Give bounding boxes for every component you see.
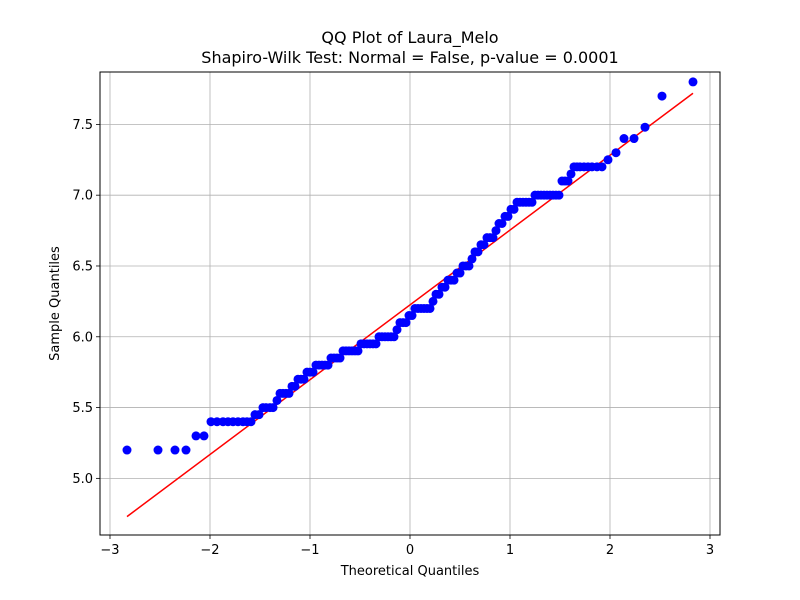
- y-tick-label: 6.0: [72, 330, 93, 345]
- x-tick-label: 2: [606, 543, 614, 558]
- x-axis-label: Theoretical Quantiles: [340, 564, 480, 579]
- data-point: [479, 240, 489, 250]
- data-point: [308, 367, 318, 377]
- data-point: [335, 353, 345, 363]
- data-point: [629, 134, 639, 144]
- data-point: [407, 311, 417, 321]
- data-point: [389, 332, 399, 342]
- data-point: [425, 303, 435, 313]
- y-axis-label: Sample Quantiles: [48, 246, 63, 361]
- data-point: [597, 162, 607, 172]
- data-point: [464, 261, 474, 271]
- data-point: [299, 374, 309, 384]
- x-tick-label: 3: [706, 543, 714, 558]
- data-point: [603, 155, 613, 165]
- y-tick-label: 5.5: [72, 401, 93, 416]
- x-tick-label: 1: [506, 543, 514, 558]
- data-point: [619, 134, 629, 144]
- data-point: [170, 445, 180, 455]
- data-point: [563, 176, 573, 186]
- data-point: [371, 339, 381, 349]
- x-tick-label: −2: [200, 543, 219, 558]
- grid-lines: [100, 72, 720, 535]
- data-point: [284, 388, 294, 398]
- data-points: [122, 77, 698, 455]
- data-point: [153, 445, 163, 455]
- data-point: [467, 254, 477, 264]
- y-tick-label: 7.5: [72, 118, 93, 133]
- data-point: [181, 445, 191, 455]
- x-tick-label: 0: [406, 543, 414, 558]
- data-point: [640, 122, 650, 132]
- data-point: [392, 325, 402, 335]
- data-point: [657, 91, 667, 101]
- data-point: [191, 431, 201, 441]
- data-point: [688, 77, 698, 87]
- data-point: [353, 346, 363, 356]
- data-point: [473, 247, 483, 257]
- data-point: [509, 204, 519, 214]
- data-point: [268, 403, 278, 413]
- data-point: [440, 282, 450, 292]
- data-point: [254, 410, 264, 420]
- x-tick-label: −1: [300, 543, 319, 558]
- chart-title: QQ Plot of Laura_Melo: [321, 28, 498, 48]
- data-point: [449, 275, 459, 285]
- data-point: [434, 289, 444, 299]
- data-point: [290, 381, 300, 391]
- data-point: [611, 148, 621, 158]
- y-tick-label: 7.0: [72, 189, 93, 204]
- data-point: [246, 417, 256, 427]
- data-point: [199, 431, 209, 441]
- y-tick-label: 6.5: [72, 259, 93, 274]
- data-point: [272, 395, 282, 405]
- data-point: [566, 169, 576, 179]
- data-point: [122, 445, 132, 455]
- data-point: [491, 226, 501, 236]
- y-axis-ticks: 5.0 5.5 6.0 6.5 7.0 7.5: [72, 118, 100, 487]
- x-tick-label: −3: [100, 543, 119, 558]
- data-point: [323, 360, 333, 370]
- chart-subtitle: Shapiro-Wilk Test: Normal = False, p-val…: [201, 48, 618, 67]
- data-point: [488, 233, 498, 243]
- data-point: [401, 318, 411, 328]
- x-axis-ticks: −3 −2 −1 0 1 2 3: [100, 535, 714, 558]
- data-point: [527, 197, 537, 207]
- data-point: [554, 190, 564, 200]
- data-point: [455, 268, 465, 278]
- data-point: [428, 296, 438, 306]
- data-point: [503, 211, 513, 221]
- data-point: [497, 219, 507, 229]
- y-tick-label: 5.0: [72, 472, 93, 487]
